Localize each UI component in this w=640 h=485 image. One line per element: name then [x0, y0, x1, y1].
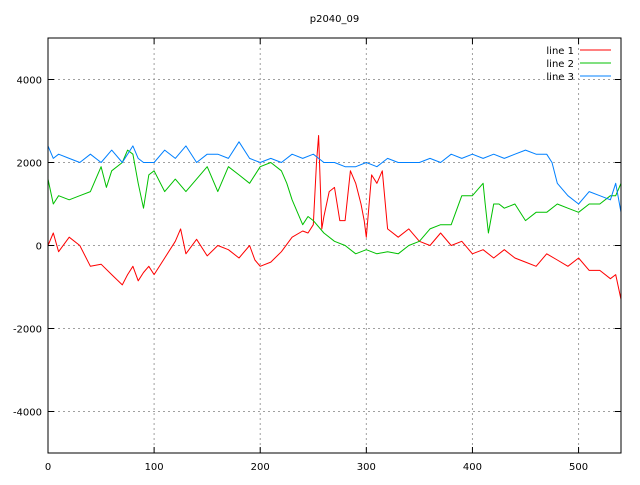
x-tick-label: 200 [251, 462, 270, 473]
chart-title: p2040_09 [310, 14, 360, 25]
x-tick-label: 100 [145, 462, 164, 473]
legend-label: line 2 [546, 59, 574, 70]
legend: line 1 line 2 line 3 [546, 46, 611, 83]
legend-label: line 3 [546, 72, 574, 83]
x-tick-label: 400 [463, 462, 482, 473]
y-tick-label: 0 [36, 242, 42, 253]
x-tick-label: 500 [569, 462, 588, 473]
axis-ticks: 0 100 200 300 400 500 -4000 -2000 0 2000 4000 [13, 38, 621, 473]
y-tick-label: -2000 [13, 325, 42, 336]
legend-label: line 1 [546, 46, 574, 57]
series-line-3 [47, 141, 622, 213]
series-lines [47, 135, 622, 300]
series-line-1 [47, 135, 622, 300]
x-tick-label: 300 [357, 462, 376, 473]
grid [48, 38, 621, 453]
series-line-2 [47, 149, 622, 255]
y-tick-label: 2000 [17, 159, 42, 170]
x-tick-label: 0 [45, 462, 51, 473]
y-tick-label: 4000 [17, 76, 42, 87]
y-tick-label: -4000 [13, 408, 42, 419]
